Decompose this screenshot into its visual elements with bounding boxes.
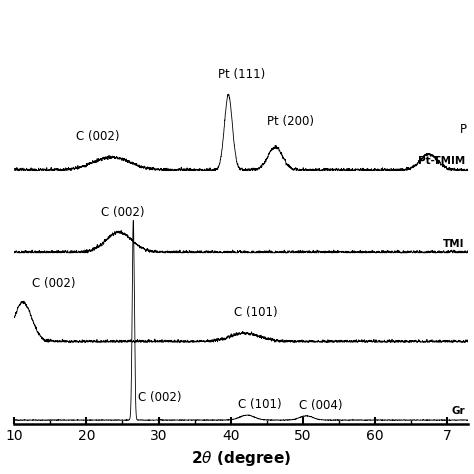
X-axis label: 2$\theta$ (degree): 2$\theta$ (degree): [191, 449, 292, 468]
Text: C (002): C (002): [101, 206, 145, 219]
Text: TMI: TMI: [443, 238, 465, 248]
Text: Pt (111): Pt (111): [218, 68, 265, 81]
Text: C (002): C (002): [138, 392, 182, 404]
Text: Pt-TMIM: Pt-TMIM: [418, 156, 465, 166]
Text: P: P: [460, 123, 467, 136]
Text: C (004): C (004): [299, 399, 343, 412]
Text: C (101): C (101): [238, 398, 282, 411]
Text: C (002): C (002): [32, 277, 76, 290]
Text: Gr: Gr: [451, 407, 465, 417]
Text: Pt (200): Pt (200): [267, 116, 314, 128]
Text: C (101): C (101): [234, 306, 278, 319]
Text: C (002): C (002): [76, 130, 119, 143]
